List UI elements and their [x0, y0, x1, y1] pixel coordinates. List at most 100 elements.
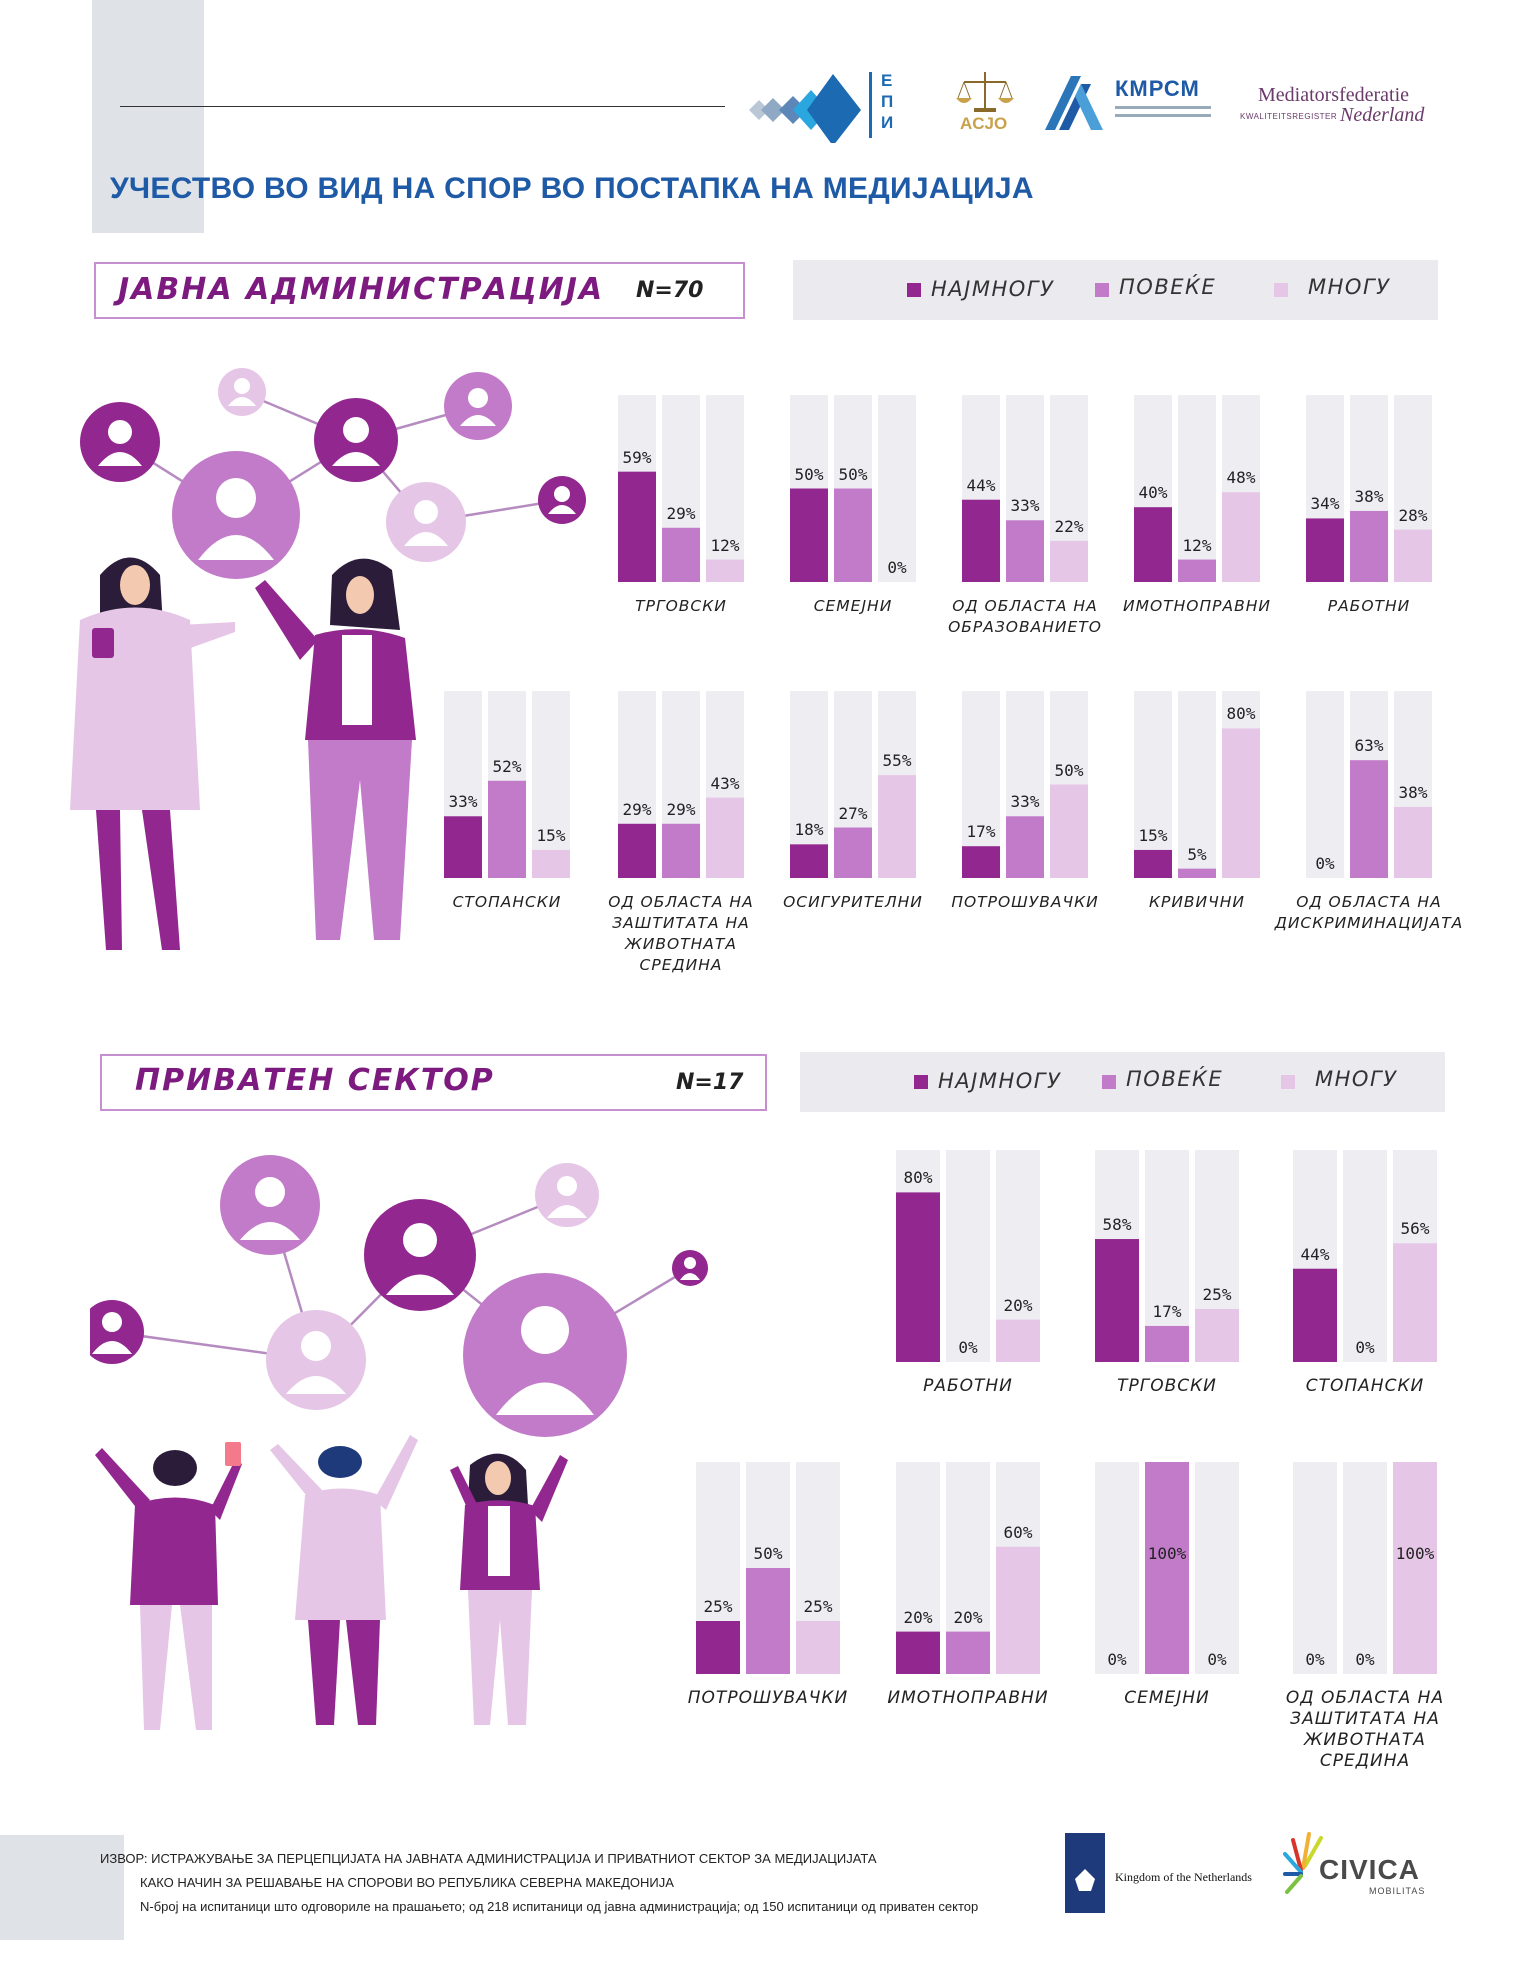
legend-label-much: МНОГУ: [1308, 275, 1391, 299]
bar-value-label: 18%: [794, 820, 824, 840]
bar-track: [1293, 1462, 1337, 1674]
legend-public: НАЈМНОГУ ПОВЕЌЕ МНОГУ: [793, 260, 1438, 320]
bar-МНОГУ: [1050, 784, 1088, 878]
bar-value-label: 100%: [1147, 1544, 1187, 1563]
epi-logo-text: ЕПИ: [881, 71, 894, 132]
person-node-icon: [80, 402, 160, 482]
bar-value-label: 52%: [492, 756, 522, 776]
category-label: ОСИГУРИТЕЛНИ: [783, 893, 923, 911]
header-decor-box: [92, 0, 204, 233]
bar-value-label: 20%: [903, 1607, 933, 1627]
bar-value-label: 22%: [1054, 516, 1084, 536]
bar-value-label: 60%: [1003, 1522, 1033, 1542]
bar-value-label: 56%: [1400, 1219, 1430, 1239]
kmpcm-logo-text: КМРСМ: [1115, 76, 1200, 101]
bar-value-label: 0%: [1355, 1650, 1375, 1669]
bar-МНОГУ: [996, 1546, 1040, 1674]
bar-НАЈМНОГУ: [696, 1621, 740, 1674]
bar-track: [946, 1150, 990, 1362]
bar-track: [1178, 395, 1216, 582]
bar-value-label: 25%: [1202, 1285, 1232, 1304]
bar-value-label: 59%: [622, 447, 652, 467]
kmpcm-logo-subtext: [1115, 106, 1211, 109]
bar-value-label: 50%: [794, 464, 824, 484]
person-figure-1: [95, 1442, 242, 1730]
bar-ПОВЕЌЕ: [946, 1631, 990, 1674]
bar-value-label: 17%: [1152, 1301, 1182, 1321]
bar-value-label: 48%: [1226, 468, 1256, 488]
bar-НАЈМНОГУ: [1293, 1268, 1337, 1362]
person-node-icon: [463, 1273, 627, 1437]
bar-value-label: 40%: [1138, 483, 1168, 503]
bar-ПОВЕЌЕ: [746, 1568, 790, 1674]
category-label: ОД ОБЛАСТА НА ДИСКРИМИНАЦИЈАТА: [1274, 893, 1464, 932]
bar-value-label: 44%: [966, 475, 996, 495]
civica-logo-text: CIVICA: [1319, 1854, 1420, 1885]
footer-source: ИЗВОР: ИСТРАЖУВАЊЕ ЗА ПЕРЦЕПЦИЈАТА НА ЈА…: [100, 1847, 978, 1919]
bar-НАЈМНОГУ: [1134, 849, 1172, 878]
bar-ПОВЕЌЕ: [834, 488, 872, 582]
person-node-icon: [218, 368, 266, 416]
bar-value-label: 29%: [666, 799, 696, 819]
person-node-icon: [364, 1199, 476, 1311]
legend-swatch-most: [914, 1075, 928, 1089]
bar-value-label: 63%: [1354, 736, 1384, 756]
section-private-title-box: [100, 1054, 767, 1111]
bar-value-label: 20%: [953, 1607, 983, 1627]
person-node-icon: [90, 1300, 144, 1364]
bar-value-label: 0%: [1107, 1650, 1127, 1669]
category-label: ОД ОБЛАСТА НА ЗАШТИТАТА НА ЖИВОТНАТА СРЕ…: [608, 893, 754, 974]
bar-ПОВЕЌЕ: [1178, 559, 1216, 582]
category-label: РАБОТНИ: [1327, 597, 1411, 615]
footer-source-line1: ИЗВОР: ИСТРАЖУВАЊЕ ЗА ПЕРЦЕПЦИЈАТА НА ЈА…: [100, 1851, 877, 1866]
bar-value-label: 0%: [887, 558, 907, 577]
bar-value-label: 28%: [1398, 505, 1428, 525]
bar-value-label: 0%: [1305, 1650, 1325, 1669]
category-label: СТОПАНСКИ: [452, 893, 562, 911]
header-rule: [120, 106, 725, 107]
bar-МНОГУ: [532, 849, 570, 878]
bar-ПОВЕЌЕ: [1178, 868, 1216, 878]
nl-logo: Kingdom of the Netherlands: [1065, 1833, 1275, 1913]
mediators-logo-nl: Nederland: [1340, 104, 1425, 126]
person-node-icon: [220, 1155, 320, 1255]
bar-value-label: 20%: [1003, 1295, 1033, 1315]
civica-sunburst-icon: [1283, 1832, 1323, 1894]
kmpcm-logo: КМРСМ: [1045, 72, 1225, 142]
bar-ПОВЕЌЕ: [1006, 816, 1044, 878]
bar-НАЈМНОГУ: [618, 471, 656, 582]
bar-value-label: 17%: [966, 822, 996, 842]
legend-swatch-more: [1102, 1075, 1116, 1089]
bar-ПОВЕЌЕ: [488, 780, 526, 878]
person-figure-2: [270, 1435, 418, 1725]
category-label: КРИВИЧНИ: [1148, 893, 1246, 911]
bar-НАЈМНОГУ: [962, 846, 1000, 878]
bar-ПОВЕЌЕ: [834, 827, 872, 878]
bar-value-label: 33%: [448, 792, 478, 812]
bar-value-label: 12%: [710, 535, 740, 555]
category-label: СЕМЕЈНИ: [1124, 1688, 1210, 1708]
bar-value-label: 50%: [753, 1544, 783, 1563]
person-node-icon: [538, 476, 586, 524]
bar-НАЈМНОГУ: [896, 1192, 940, 1362]
category-label: ОД ОБЛАСТА НА ЗАШТИТАТА НА ЖИВОТНАТА СРЕ…: [1285, 1688, 1445, 1771]
section-private-n: N=17: [676, 1070, 744, 1095]
legend-label-most: НАЈМНОГУ: [938, 1069, 1062, 1093]
bar-value-label: 0%: [1355, 1338, 1375, 1357]
bar-value-label: 100%: [1395, 1544, 1435, 1563]
category-label: ИМОТНОПРАВНИ: [1123, 597, 1271, 615]
bar-value-label: 15%: [536, 825, 566, 845]
bar-value-label: 34%: [1310, 494, 1340, 514]
category-label: ОД ОБЛАСТА НА ОБРАЗОВАНИЕТО: [948, 597, 1102, 636]
bar-НАЈМНОГУ: [444, 816, 482, 878]
mediators-logo-sub: KWALITEITSREGISTER: [1240, 112, 1338, 121]
bar-track: [1178, 691, 1216, 878]
bar-value-label: 55%: [882, 751, 912, 771]
bar-track: [878, 395, 916, 582]
bar-ПОВЕЌЕ: [1350, 510, 1388, 582]
bar-НАЈМНОГУ: [962, 499, 1000, 582]
bar-value-label: 80%: [1226, 704, 1256, 724]
person-node-icon: [314, 398, 398, 482]
bar-value-label: 27%: [838, 803, 868, 823]
